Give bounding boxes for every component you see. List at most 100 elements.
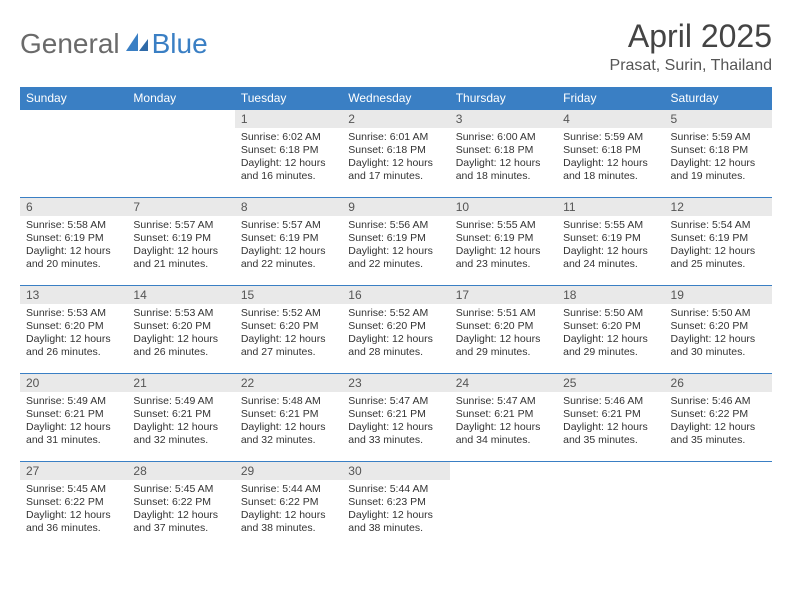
day-details: Sunrise: 5:55 AMSunset: 6:19 PMDaylight:… (557, 216, 664, 276)
calendar-day-cell: 18Sunrise: 5:50 AMSunset: 6:20 PMDayligh… (557, 286, 664, 374)
daylight-line: Daylight: 12 hours and 20 minutes. (26, 245, 121, 271)
daylight-line: Daylight: 12 hours and 38 minutes. (241, 509, 336, 535)
day-number: 13 (20, 286, 127, 304)
calendar-day-cell: 17Sunrise: 5:51 AMSunset: 6:20 PMDayligh… (450, 286, 557, 374)
calendar-week-row: 27Sunrise: 5:45 AMSunset: 6:22 PMDayligh… (20, 462, 772, 550)
calendar-day-cell (450, 462, 557, 550)
sunset-line: Sunset: 6:18 PM (348, 144, 443, 157)
calendar-day-cell: 11Sunrise: 5:55 AMSunset: 6:19 PMDayligh… (557, 198, 664, 286)
sunset-line: Sunset: 6:19 PM (133, 232, 228, 245)
day-details: Sunrise: 5:44 AMSunset: 6:22 PMDaylight:… (235, 480, 342, 540)
daylight-line: Daylight: 12 hours and 24 minutes. (563, 245, 658, 271)
day-details: Sunrise: 5:58 AMSunset: 6:19 PMDaylight:… (20, 216, 127, 276)
weekday-friday: Friday (557, 87, 664, 110)
sunset-line: Sunset: 6:19 PM (671, 232, 766, 245)
day-number: 28 (127, 462, 234, 480)
daylight-line: Daylight: 12 hours and 35 minutes. (671, 421, 766, 447)
calendar-day-cell: 5Sunrise: 5:59 AMSunset: 6:18 PMDaylight… (665, 110, 772, 198)
sunset-line: Sunset: 6:22 PM (241, 496, 336, 509)
sunrise-line: Sunrise: 5:44 AM (241, 483, 336, 496)
logo-text-blue: Blue (152, 28, 208, 60)
calendar-day-cell (20, 110, 127, 198)
calendar-day-cell (557, 462, 664, 550)
sunrise-line: Sunrise: 5:58 AM (26, 219, 121, 232)
day-number: 22 (235, 374, 342, 392)
sunrise-line: Sunrise: 5:57 AM (241, 219, 336, 232)
day-number: 2 (342, 110, 449, 128)
day-details: Sunrise: 5:57 AMSunset: 6:19 PMDaylight:… (127, 216, 234, 276)
sunrise-line: Sunrise: 5:45 AM (133, 483, 228, 496)
daylight-line: Daylight: 12 hours and 25 minutes. (671, 245, 766, 271)
sunset-line: Sunset: 6:21 PM (456, 408, 551, 421)
daylight-line: Daylight: 12 hours and 16 minutes. (241, 157, 336, 183)
sunrise-line: Sunrise: 5:59 AM (563, 131, 658, 144)
daylight-line: Daylight: 12 hours and 18 minutes. (456, 157, 551, 183)
sunrise-line: Sunrise: 5:57 AM (133, 219, 228, 232)
day-number: 30 (342, 462, 449, 480)
sunrise-line: Sunrise: 5:47 AM (456, 395, 551, 408)
calendar-day-cell (665, 462, 772, 550)
daylight-line: Daylight: 12 hours and 37 minutes. (133, 509, 228, 535)
day-details: Sunrise: 5:45 AMSunset: 6:22 PMDaylight:… (20, 480, 127, 540)
logo-text-general: General (20, 28, 120, 60)
sunset-line: Sunset: 6:19 PM (456, 232, 551, 245)
day-details: Sunrise: 5:47 AMSunset: 6:21 PMDaylight:… (342, 392, 449, 452)
daylight-line: Daylight: 12 hours and 21 minutes. (133, 245, 228, 271)
weekday-wednesday: Wednesday (342, 87, 449, 110)
sunset-line: Sunset: 6:21 PM (241, 408, 336, 421)
day-details: Sunrise: 5:52 AMSunset: 6:20 PMDaylight:… (235, 304, 342, 364)
daylight-line: Daylight: 12 hours and 26 minutes. (26, 333, 121, 359)
calendar-day-cell: 15Sunrise: 5:52 AMSunset: 6:20 PMDayligh… (235, 286, 342, 374)
day-details: Sunrise: 5:45 AMSunset: 6:22 PMDaylight:… (127, 480, 234, 540)
sunrise-line: Sunrise: 5:53 AM (133, 307, 228, 320)
daylight-line: Daylight: 12 hours and 22 minutes. (241, 245, 336, 271)
sunset-line: Sunset: 6:20 PM (563, 320, 658, 333)
weekday-monday: Monday (127, 87, 234, 110)
day-details: Sunrise: 5:49 AMSunset: 6:21 PMDaylight:… (20, 392, 127, 452)
sunrise-line: Sunrise: 5:48 AM (241, 395, 336, 408)
daylight-line: Daylight: 12 hours and 33 minutes. (348, 421, 443, 447)
location-subtitle: Prasat, Surin, Thailand (610, 57, 772, 75)
sunset-line: Sunset: 6:19 PM (563, 232, 658, 245)
day-number: 16 (342, 286, 449, 304)
day-details: Sunrise: 5:59 AMSunset: 6:18 PMDaylight:… (665, 128, 772, 188)
sunrise-line: Sunrise: 5:46 AM (671, 395, 766, 408)
calendar-day-cell: 10Sunrise: 5:55 AMSunset: 6:19 PMDayligh… (450, 198, 557, 286)
calendar-day-cell: 9Sunrise: 5:56 AMSunset: 6:19 PMDaylight… (342, 198, 449, 286)
sunset-line: Sunset: 6:19 PM (348, 232, 443, 245)
calendar-day-cell: 20Sunrise: 5:49 AMSunset: 6:21 PMDayligh… (20, 374, 127, 462)
sunrise-line: Sunrise: 5:54 AM (671, 219, 766, 232)
calendar-day-cell: 7Sunrise: 5:57 AMSunset: 6:19 PMDaylight… (127, 198, 234, 286)
calendar-day-cell: 25Sunrise: 5:46 AMSunset: 6:21 PMDayligh… (557, 374, 664, 462)
sunrise-line: Sunrise: 5:56 AM (348, 219, 443, 232)
day-details: Sunrise: 5:53 AMSunset: 6:20 PMDaylight:… (20, 304, 127, 364)
day-number: 3 (450, 110, 557, 128)
day-details: Sunrise: 5:51 AMSunset: 6:20 PMDaylight:… (450, 304, 557, 364)
calendar-day-cell: 21Sunrise: 5:49 AMSunset: 6:21 PMDayligh… (127, 374, 234, 462)
sunset-line: Sunset: 6:23 PM (348, 496, 443, 509)
sunrise-line: Sunrise: 5:50 AM (563, 307, 658, 320)
day-details: Sunrise: 5:44 AMSunset: 6:23 PMDaylight:… (342, 480, 449, 540)
daylight-line: Daylight: 12 hours and 31 minutes. (26, 421, 121, 447)
sunrise-line: Sunrise: 5:47 AM (348, 395, 443, 408)
sunrise-line: Sunrise: 5:53 AM (26, 307, 121, 320)
sunset-line: Sunset: 6:21 PM (563, 408, 658, 421)
sunrise-line: Sunrise: 5:51 AM (456, 307, 551, 320)
calendar-day-cell: 19Sunrise: 5:50 AMSunset: 6:20 PMDayligh… (665, 286, 772, 374)
sunrise-line: Sunrise: 5:59 AM (671, 131, 766, 144)
sunrise-line: Sunrise: 5:45 AM (26, 483, 121, 496)
calendar-day-cell: 26Sunrise: 5:46 AMSunset: 6:22 PMDayligh… (665, 374, 772, 462)
day-details: Sunrise: 5:50 AMSunset: 6:20 PMDaylight:… (665, 304, 772, 364)
day-details: Sunrise: 5:49 AMSunset: 6:21 PMDaylight:… (127, 392, 234, 452)
day-number: 17 (450, 286, 557, 304)
sunset-line: Sunset: 6:20 PM (671, 320, 766, 333)
day-details: Sunrise: 5:48 AMSunset: 6:21 PMDaylight:… (235, 392, 342, 452)
calendar-week-row: 20Sunrise: 5:49 AMSunset: 6:21 PMDayligh… (20, 374, 772, 462)
sunset-line: Sunset: 6:19 PM (241, 232, 336, 245)
calendar-day-cell: 22Sunrise: 5:48 AMSunset: 6:21 PMDayligh… (235, 374, 342, 462)
sunrise-line: Sunrise: 5:52 AM (348, 307, 443, 320)
sunrise-line: Sunrise: 5:49 AM (26, 395, 121, 408)
sunrise-line: Sunrise: 5:50 AM (671, 307, 766, 320)
calendar-day-cell: 30Sunrise: 5:44 AMSunset: 6:23 PMDayligh… (342, 462, 449, 550)
day-number: 9 (342, 198, 449, 216)
